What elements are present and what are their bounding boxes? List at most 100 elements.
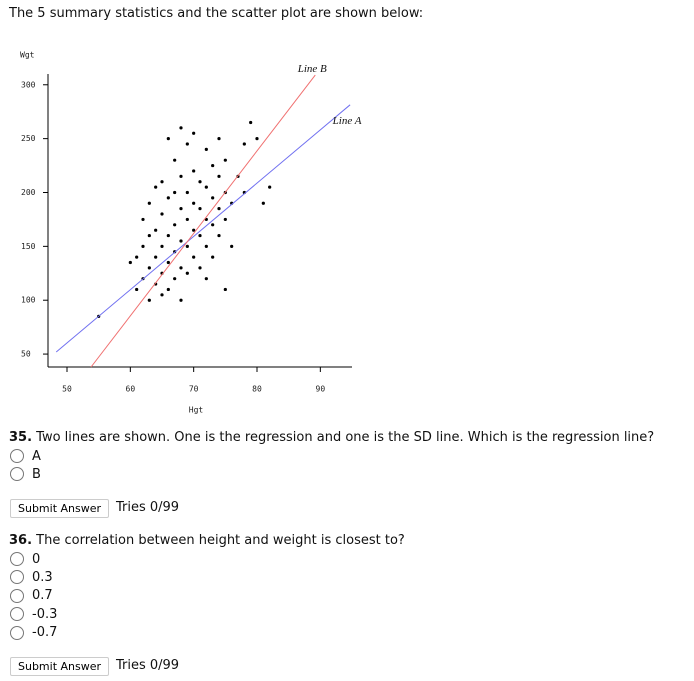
point — [173, 223, 177, 227]
line-label: Line B — [297, 63, 327, 76]
point — [135, 255, 139, 259]
point — [217, 137, 221, 141]
radio[interactable] — [10, 570, 24, 585]
point — [217, 207, 221, 211]
point — [211, 196, 215, 200]
option-label: 0.3 — [32, 569, 53, 585]
point — [135, 287, 139, 292]
option-label: 0 — [32, 551, 41, 567]
point — [192, 169, 196, 173]
point — [204, 244, 208, 248]
y-tick-label: 200 — [21, 188, 36, 197]
point — [147, 266, 151, 270]
point — [179, 126, 183, 130]
question-text: Two lines are shown. One is the regressi… — [36, 430, 655, 445]
point — [223, 287, 227, 292]
point — [198, 180, 202, 184]
option-label: 0.7 — [32, 588, 53, 604]
radio[interactable] — [10, 625, 24, 640]
point — [147, 298, 151, 302]
point — [166, 260, 170, 265]
point — [217, 174, 221, 178]
point — [166, 196, 170, 200]
point — [179, 298, 183, 302]
x-tick-label: 90 — [316, 385, 326, 394]
y-tick-label: 300 — [21, 80, 36, 89]
point — [198, 266, 202, 270]
point — [204, 147, 208, 152]
option-label: -0.7 — [32, 625, 58, 641]
point — [179, 174, 183, 178]
point — [160, 212, 164, 216]
option-label: B — [32, 466, 41, 482]
point — [173, 190, 177, 195]
point — [166, 233, 170, 238]
option: -0.3 — [10, 605, 57, 623]
point — [147, 233, 151, 238]
point — [185, 244, 189, 248]
radio[interactable] — [10, 607, 24, 622]
point — [211, 163, 215, 168]
point — [192, 131, 196, 135]
y-tick-label: 50 — [21, 350, 31, 359]
point — [230, 244, 234, 248]
point — [192, 228, 196, 232]
x-tick-label: 80 — [252, 385, 262, 394]
point — [166, 137, 170, 141]
point — [141, 217, 145, 222]
point — [154, 185, 158, 189]
x-tick-label: 70 — [189, 385, 199, 394]
radio[interactable] — [10, 467, 24, 482]
point — [204, 277, 208, 281]
point — [160, 293, 164, 297]
question-number: 36. — [9, 533, 33, 548]
radio[interactable] — [10, 588, 24, 603]
option: 0.7 — [10, 587, 53, 605]
y-tick-label: 150 — [21, 242, 36, 251]
intro: The 5 summary statistics and the scatter… — [9, 6, 424, 21]
point — [249, 120, 253, 125]
option: 0 — [10, 550, 40, 568]
submit-button[interactable]: Submit Answer — [10, 498, 110, 518]
point — [154, 255, 158, 259]
point — [179, 266, 183, 270]
point — [179, 239, 183, 243]
fit-line — [90, 74, 316, 368]
x-tick-label: 50 — [62, 385, 72, 394]
point — [242, 142, 246, 146]
point — [185, 217, 189, 222]
point — [261, 201, 265, 205]
option-label: A — [32, 448, 41, 464]
option: 0.3 — [10, 568, 53, 586]
question: 36. The correlation between height and w… — [9, 533, 405, 548]
radio[interactable] — [10, 449, 24, 463]
point — [211, 255, 215, 259]
fit-line — [55, 104, 351, 353]
y-axis-label: Wgt — [20, 51, 35, 60]
question-number: 35. — [9, 430, 33, 445]
point — [192, 201, 196, 205]
point — [173, 158, 177, 162]
point — [223, 217, 227, 222]
point — [147, 201, 151, 205]
point — [211, 223, 215, 227]
tries: Tries 0/99 — [116, 499, 180, 515]
option: -0.7 — [10, 624, 57, 642]
option-label: -0.3 — [32, 606, 58, 622]
point — [160, 244, 164, 248]
option: B — [10, 465, 41, 483]
y-tick-label: 250 — [21, 134, 36, 143]
submit-button[interactable]: Submit Answer — [10, 657, 110, 676]
point — [185, 142, 189, 146]
x-tick-label: 60 — [126, 385, 136, 394]
point — [173, 277, 177, 281]
question-text: The correlation between height and weigh… — [36, 533, 405, 548]
chart: 50 100 150 200 250 300 50 60 70 80 90 Wgt Hgt — [20, 51, 352, 415]
y-tick-label: 100 — [21, 296, 36, 305]
point — [154, 228, 158, 232]
radio[interactable] — [10, 552, 24, 566]
point — [185, 190, 189, 195]
point — [128, 260, 132, 265]
point — [185, 271, 189, 275]
